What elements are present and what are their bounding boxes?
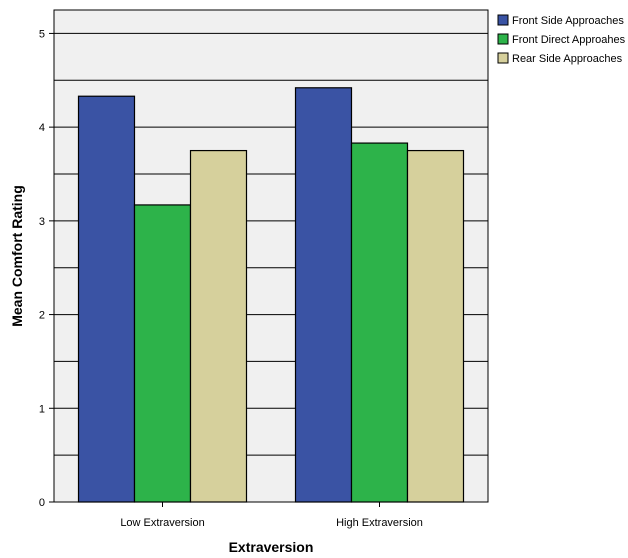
y-axis-title: Mean Comfort Rating — [9, 185, 25, 327]
y-tick-label: 2 — [39, 310, 45, 322]
y-tick-label: 5 — [39, 28, 45, 40]
legend: Front Side Approaches Front Direct Approa… — [497, 14, 626, 65]
y-tick-label: 0 — [39, 497, 45, 509]
y-tick-label: 3 — [39, 216, 45, 228]
legend-swatch — [497, 14, 509, 26]
legend-label: Front Direct Approahes — [512, 34, 626, 46]
bars — [77, 87, 465, 503]
y-tick-label: 1 — [39, 403, 45, 415]
bar — [77, 95, 136, 503]
bar — [406, 149, 465, 503]
x-tick-label: Low Extraversion — [120, 517, 204, 529]
y-axis: 0 1 2 3 4 5 — [39, 28, 54, 509]
bar — [350, 142, 409, 503]
x-axis: Low Extraversion High Extraversion — [120, 502, 423, 529]
x-tick-label: High Extraversion — [336, 517, 423, 529]
legend-swatch — [497, 33, 509, 45]
x-axis-title: Extraversion — [229, 539, 314, 555]
y-tick-label: 4 — [39, 122, 45, 134]
bar — [189, 149, 248, 503]
legend-label: Front Side Approaches — [512, 15, 624, 27]
bar — [294, 87, 353, 503]
bar — [133, 204, 192, 503]
legend-label: Rear Side Approaches — [512, 53, 623, 65]
legend-swatch — [497, 52, 509, 64]
